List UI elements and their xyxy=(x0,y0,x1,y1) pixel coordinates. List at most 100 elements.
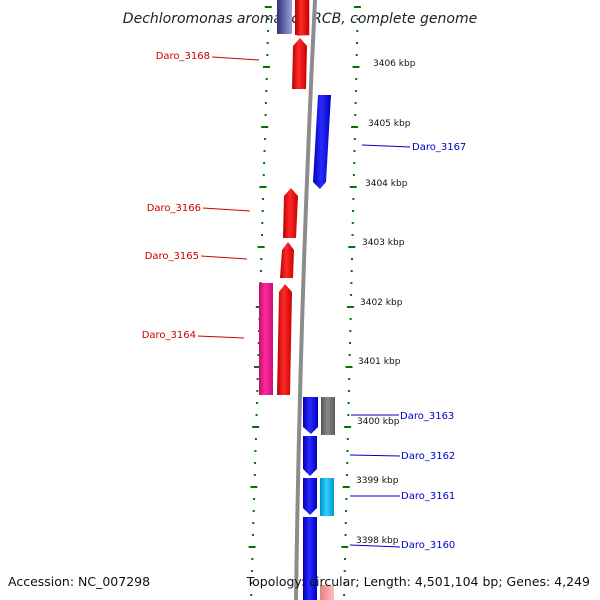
major-tick xyxy=(263,66,270,68)
kbp-scale: 3406 kbp 3405 kbp 3404 kbp 3403 kbp 3402… xyxy=(356,59,416,546)
minor-tick xyxy=(355,78,358,80)
gene-feature-daro-3168[interactable] xyxy=(292,38,307,89)
minor-tick xyxy=(356,18,359,20)
kbp-label: 3401 kbp xyxy=(358,357,401,367)
minor-tick xyxy=(346,462,349,464)
gene-feature-daro-3167[interactable] xyxy=(313,95,331,189)
minor-tick xyxy=(261,234,263,236)
minor-tick xyxy=(253,498,256,500)
minor-tick xyxy=(352,210,355,212)
minor-tick xyxy=(343,594,346,596)
minor-tick xyxy=(266,54,269,56)
major-tick xyxy=(353,6,361,8)
major-tick xyxy=(351,126,359,128)
kbp-label: 3403 kbp xyxy=(362,238,405,248)
gene-feature-partial-top-red[interactable] xyxy=(295,0,309,35)
gene-feature-daro-3161[interactable] xyxy=(303,478,317,515)
gene-feature-daro-3162[interactable] xyxy=(303,436,317,476)
major-tick xyxy=(248,546,256,548)
gene-label-daro-3165[interactable]: Daro_3165 xyxy=(145,251,199,262)
minor-tick xyxy=(262,174,265,176)
major-tick xyxy=(342,486,350,488)
minor-tick xyxy=(352,174,355,176)
minor-tick xyxy=(347,402,350,404)
major-tick xyxy=(344,426,352,428)
minor-tick xyxy=(347,390,350,392)
minor-tick xyxy=(347,414,350,416)
gene-label-daro-3160[interactable]: Daro_3160 xyxy=(401,540,455,551)
kbp-label: 3400 kbp xyxy=(357,417,400,427)
minor-tick xyxy=(353,138,356,140)
minor-tick xyxy=(343,582,346,584)
leader-line xyxy=(349,454,401,457)
leader-line xyxy=(361,144,411,148)
minor-tick xyxy=(250,594,253,596)
minor-tick xyxy=(353,162,356,164)
minor-tick xyxy=(260,258,263,260)
minor-tick xyxy=(267,30,270,32)
gene-label-daro-3168[interactable]: Daro_3168 xyxy=(156,51,210,62)
major-tick xyxy=(261,126,269,128)
minor-tick xyxy=(264,114,267,116)
minor-tick xyxy=(348,354,351,356)
kbp-label: 3406 kbp xyxy=(373,59,416,69)
major-tick xyxy=(250,486,258,488)
major-tick xyxy=(259,186,267,188)
gene-feature-partial-top-left[interactable] xyxy=(277,0,292,34)
gene-feature-daro-3164-highlight[interactable] xyxy=(259,283,273,395)
kbp-label: 3399 kbp xyxy=(356,476,399,486)
minor-tick xyxy=(261,222,264,224)
minor-tick xyxy=(252,510,255,512)
minor-tick xyxy=(257,354,260,356)
gene-label-daro-3166[interactable]: Daro_3166 xyxy=(147,203,201,214)
minor-tick xyxy=(259,270,262,272)
gene-label-daro-3167[interactable]: Daro_3167 xyxy=(412,142,466,153)
gene-feature-daro-3161-highlight[interactable] xyxy=(320,478,334,516)
major-tick xyxy=(352,66,360,68)
minor-tick xyxy=(344,534,347,536)
gene-label-daro-3162[interactable]: Daro_3162 xyxy=(401,451,455,462)
gene-feature-daro-3164[interactable] xyxy=(277,284,292,395)
minor-tick xyxy=(267,18,270,20)
gene-feature-daro-3163[interactable] xyxy=(303,397,318,434)
minor-tick xyxy=(356,42,358,44)
topology-text: Topology: circular; Length: 4,501,104 bp… xyxy=(246,574,590,589)
minor-tick xyxy=(266,42,269,44)
minor-tick xyxy=(256,378,259,380)
minor-tick xyxy=(344,558,346,560)
minor-tick xyxy=(252,534,254,536)
minor-tick xyxy=(344,522,347,524)
minor-tick xyxy=(254,450,257,452)
kbp-label: 3405 kbp xyxy=(368,119,411,129)
leader-line xyxy=(197,335,245,339)
minor-tick xyxy=(264,102,267,104)
gene-feature-daro-3160[interactable] xyxy=(303,517,317,600)
major-tick xyxy=(264,6,272,8)
gene-feature-partial-bottom[interactable] xyxy=(320,585,334,600)
minor-tick xyxy=(345,474,348,476)
minor-tick xyxy=(263,150,266,152)
minor-tick xyxy=(349,330,352,332)
minor-tick xyxy=(345,510,348,512)
minor-tick xyxy=(354,114,357,116)
gene-labels: Daro_3168 Daro_3167 Daro_3166 Daro_3165 … xyxy=(142,51,467,551)
minor-tick xyxy=(265,90,268,92)
minor-tick xyxy=(350,270,353,272)
minor-tick xyxy=(356,30,359,32)
gene-label-daro-3164[interactable]: Daro_3164 xyxy=(142,330,196,341)
minor-tick xyxy=(251,558,254,560)
gene-label-daro-3163[interactable]: Daro_3163 xyxy=(400,411,454,422)
minor-tick xyxy=(250,570,253,572)
minor-tick xyxy=(255,402,258,404)
minor-tick xyxy=(350,294,353,296)
minor-tick xyxy=(254,462,257,464)
gene-feature-daro-3165[interactable] xyxy=(280,242,294,278)
leader-line xyxy=(202,207,251,212)
gene-feature-daro-3166[interactable] xyxy=(283,188,298,238)
minor-tick xyxy=(263,162,266,164)
gene-feature-daro-3163-neutral[interactable] xyxy=(321,397,335,435)
major-tick xyxy=(341,546,349,548)
gene-label-daro-3161[interactable]: Daro_3161 xyxy=(401,491,455,502)
